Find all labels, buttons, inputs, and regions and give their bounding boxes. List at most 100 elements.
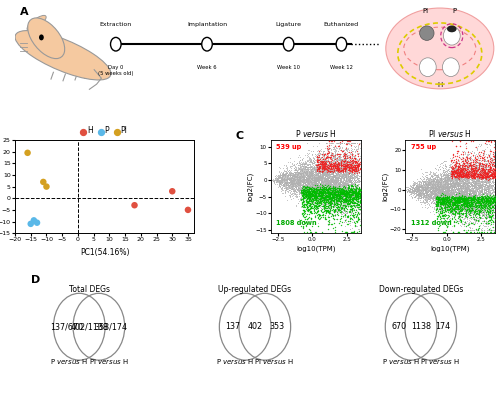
Point <box>471 172 479 178</box>
Point <box>450 197 458 203</box>
Point <box>351 220 359 227</box>
Point <box>436 186 444 192</box>
Point <box>320 187 328 193</box>
Point <box>314 187 322 193</box>
Point <box>434 201 442 207</box>
Point <box>474 165 482 171</box>
Point <box>454 173 462 179</box>
Point <box>338 177 346 184</box>
Point <box>344 137 352 144</box>
Point <box>330 185 338 192</box>
Point <box>315 169 323 175</box>
Point <box>353 184 361 191</box>
Point <box>294 186 302 192</box>
Point <box>462 198 470 204</box>
Point <box>451 181 459 187</box>
Point <box>446 170 454 176</box>
Point <box>350 181 358 187</box>
Point <box>452 191 460 198</box>
Point <box>278 182 285 188</box>
Point <box>292 181 300 187</box>
Point <box>447 181 455 187</box>
Point <box>445 183 453 189</box>
Point <box>466 213 474 220</box>
Point <box>471 183 479 190</box>
Point <box>330 162 338 168</box>
Point <box>326 163 334 169</box>
Point <box>438 201 446 207</box>
Point <box>466 203 473 209</box>
Point <box>308 194 316 200</box>
Point <box>420 184 428 190</box>
Point <box>468 202 476 208</box>
Point <box>316 188 324 194</box>
Point <box>337 161 345 167</box>
Point <box>477 165 485 171</box>
Point <box>478 229 486 235</box>
Point <box>442 187 450 194</box>
Point <box>332 184 340 191</box>
Point <box>326 177 334 184</box>
Point <box>336 181 344 187</box>
Point <box>319 194 327 200</box>
Point <box>478 173 486 179</box>
Point <box>425 188 433 194</box>
Point <box>437 176 445 182</box>
Point <box>458 177 466 184</box>
Point <box>458 200 466 207</box>
Point <box>476 194 484 200</box>
Point <box>422 188 430 194</box>
Point <box>346 226 354 232</box>
Point <box>470 173 478 179</box>
Point <box>300 202 308 208</box>
Point <box>420 186 428 192</box>
Point <box>454 163 462 169</box>
Point <box>350 214 358 220</box>
Point <box>432 207 440 213</box>
Point <box>322 192 330 199</box>
Point <box>443 201 451 207</box>
Point <box>326 165 334 171</box>
Point <box>439 186 447 192</box>
Point <box>328 140 336 147</box>
Point <box>451 168 459 174</box>
Point <box>486 164 494 171</box>
Point <box>474 201 482 207</box>
Point <box>317 188 325 194</box>
Point <box>486 185 494 191</box>
Point <box>460 203 468 209</box>
Point <box>436 175 444 181</box>
Point <box>328 195 336 201</box>
Point <box>424 186 432 193</box>
Point <box>328 199 336 205</box>
Point <box>490 166 498 172</box>
Point <box>463 194 471 201</box>
Point <box>324 165 332 171</box>
Point <box>484 158 492 165</box>
Point <box>429 190 437 196</box>
Point <box>452 203 460 210</box>
Point <box>437 204 445 210</box>
Point <box>412 184 420 190</box>
Point <box>459 211 467 218</box>
Point <box>335 203 343 210</box>
Point <box>318 190 326 196</box>
Point <box>315 158 323 165</box>
Point <box>448 182 456 188</box>
Point <box>327 201 335 208</box>
Point <box>466 169 474 175</box>
Point <box>468 175 475 181</box>
Point <box>287 175 295 181</box>
Point <box>462 207 470 213</box>
Point <box>441 180 449 186</box>
Point <box>296 174 304 180</box>
Point <box>464 173 472 179</box>
Point <box>467 203 475 209</box>
Point <box>332 208 340 214</box>
Point <box>454 199 462 206</box>
Point <box>298 187 306 194</box>
Point <box>443 198 451 204</box>
Point <box>342 181 350 187</box>
Point <box>330 207 338 213</box>
Point <box>278 174 286 181</box>
